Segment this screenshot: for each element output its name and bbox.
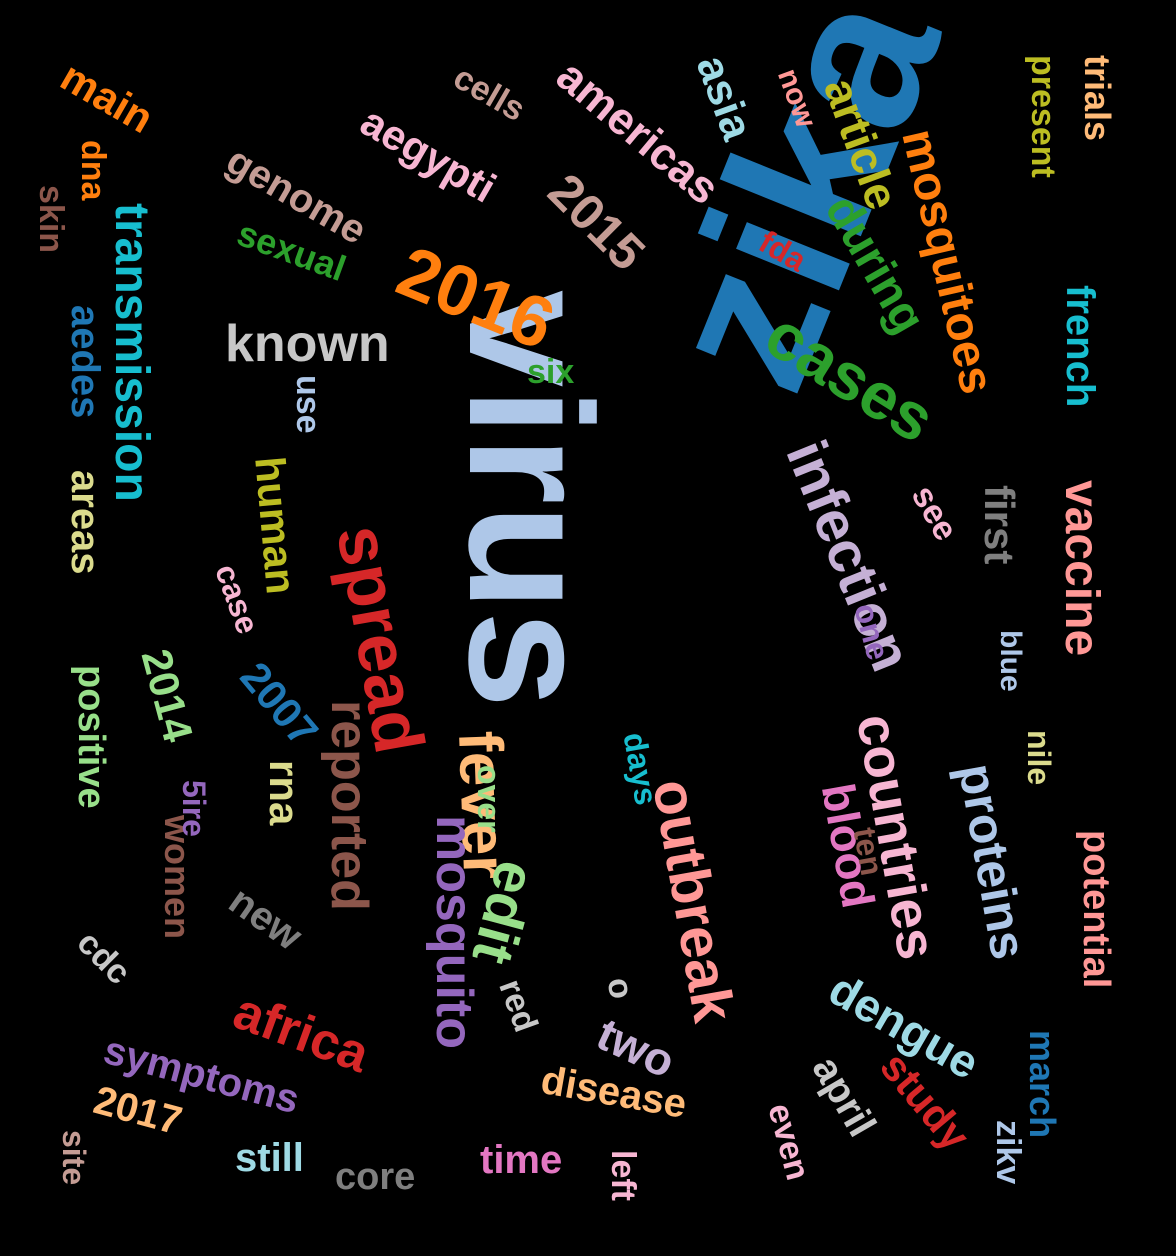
word-aedes: aedes bbox=[63, 305, 107, 419]
word-new: new bbox=[220, 878, 310, 960]
word-2014: 2014 bbox=[132, 644, 203, 747]
word-first: first bbox=[976, 485, 1023, 565]
word-still: still bbox=[235, 1136, 304, 1180]
word-see: see bbox=[903, 479, 966, 548]
word-trials: trials bbox=[1077, 55, 1118, 142]
word-positive: positive bbox=[70, 665, 112, 809]
word-zikv: zikv bbox=[989, 1120, 1027, 1185]
word-vaccine: vaccine bbox=[1055, 480, 1108, 657]
word-blue: blue bbox=[994, 630, 1027, 692]
word-even: even bbox=[760, 1099, 817, 1185]
word-aegypti: aegypti bbox=[353, 97, 504, 212]
word-5ire: 5ire bbox=[176, 780, 212, 837]
word-six: six bbox=[527, 353, 575, 391]
word-use: use bbox=[289, 375, 327, 434]
word-infection: infection bbox=[773, 431, 925, 680]
word-o: o bbox=[599, 974, 641, 1002]
word-2015: 2015 bbox=[537, 162, 656, 282]
word-over: over bbox=[471, 765, 507, 833]
word-march: march bbox=[1022, 1030, 1063, 1139]
word-rna: rna bbox=[261, 760, 308, 826]
word-present: present bbox=[1024, 55, 1062, 178]
word-outbreak: outbreak bbox=[639, 774, 747, 1027]
word-dna: dna bbox=[74, 140, 112, 201]
word-cdc: cdc bbox=[69, 923, 138, 992]
word-potential: potential bbox=[1075, 830, 1117, 989]
word-site: site bbox=[56, 1130, 92, 1186]
word-april: april bbox=[803, 1049, 884, 1145]
word-cells: cells bbox=[447, 58, 532, 129]
word-skin: skin bbox=[32, 185, 70, 254]
word-ten: ten bbox=[846, 824, 891, 879]
word-human: human bbox=[246, 454, 305, 596]
word-core: core bbox=[335, 1156, 416, 1198]
word-transmission: transmission bbox=[105, 203, 158, 502]
word-left: left bbox=[604, 1150, 642, 1201]
word-main: main bbox=[53, 52, 162, 143]
word-french: french bbox=[1058, 285, 1102, 408]
word-reported: reported bbox=[320, 700, 378, 911]
word-areas: areas bbox=[63, 470, 107, 575]
word-mosquitoes: mosquitoes bbox=[891, 124, 1004, 399]
word-red: red bbox=[491, 974, 545, 1038]
word-days: days bbox=[616, 729, 665, 808]
word-time: time bbox=[480, 1138, 563, 1182]
word-known: known bbox=[225, 315, 390, 373]
word-2007: 2007 bbox=[231, 653, 328, 755]
word-nile: nile bbox=[1021, 730, 1057, 786]
word-proteins: proteins bbox=[947, 759, 1038, 964]
